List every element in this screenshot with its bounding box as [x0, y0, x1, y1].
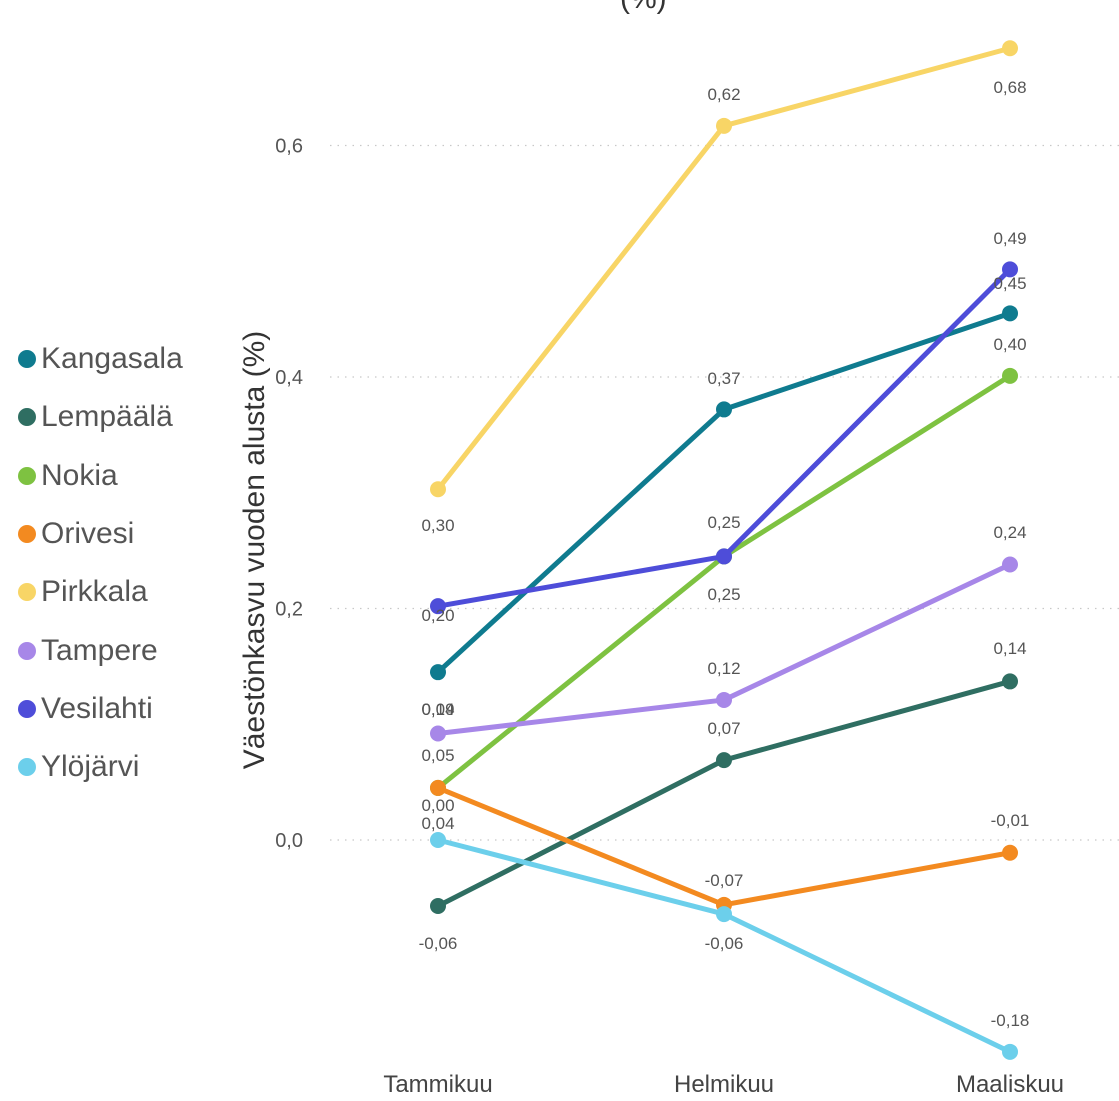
- chart-title: (%): [620, 0, 667, 15]
- data-point[interactable]: [1002, 673, 1018, 690]
- legend-item-tampere[interactable]: Tampere: [18, 621, 183, 679]
- data-point[interactable]: [430, 481, 446, 498]
- series-kangasala: [430, 305, 1018, 681]
- data-point[interactable]: [430, 725, 446, 742]
- data-label: 0,68: [993, 78, 1026, 97]
- data-point[interactable]: [1002, 261, 1018, 278]
- legend-label: Tampere: [41, 633, 158, 667]
- data-point[interactable]: [1002, 1043, 1018, 1060]
- series-orivesi: [430, 779, 1018, 913]
- data-label: 0,14: [993, 639, 1026, 658]
- legend-marker-icon: [18, 641, 36, 660]
- y-tick-label: 0,2: [275, 599, 303, 621]
- legend-item-kangasala[interactable]: Kangasala: [18, 330, 183, 388]
- series-lempäälä: [430, 673, 1018, 914]
- series-line: [435, 45, 1013, 492]
- y-tick-label: 0,4: [275, 367, 303, 389]
- y-axis-ticks: 0,0 0,2 0,4 0,6: [275, 136, 303, 853]
- data-point[interactable]: [716, 752, 732, 769]
- data-point[interactable]: [430, 598, 446, 615]
- data-labels: 0,14 0,37 0,45 -0,06 0,07 0,14 0,04 0,25 0,40 0,0…: [419, 78, 1030, 1030]
- data-point[interactable]: [1002, 844, 1018, 861]
- legend: Kangasala Lempäälä Nokia Orivesi Pirkkala Tam…: [18, 330, 183, 796]
- legend-item-lempäälä[interactable]: Lempäälä: [18, 388, 183, 446]
- data-point[interactable]: [716, 401, 732, 418]
- data-label: 0,25: [707, 513, 740, 532]
- data-point[interactable]: [716, 906, 732, 923]
- legend-marker-icon: [18, 350, 36, 369]
- data-label: 0,30: [421, 516, 454, 535]
- y-tick-label: 0,0: [275, 830, 303, 852]
- data-point[interactable]: [716, 117, 732, 134]
- data-point[interactable]: [430, 664, 446, 681]
- data-point[interactable]: [716, 548, 732, 565]
- x-tick-label: Helmikuu: [674, 1071, 774, 1098]
- data-label: 0,45: [993, 274, 1026, 293]
- legend-label: Kangasala: [41, 342, 183, 376]
- y-axis-title: Väestönkasvu vuoden alusta (%): [238, 330, 271, 770]
- data-point[interactable]: [1002, 556, 1018, 573]
- legend-item-nokia[interactable]: Nokia: [18, 447, 183, 505]
- data-label: -0,06: [419, 934, 458, 953]
- data-point[interactable]: [1002, 367, 1018, 384]
- data-label: 0,49: [993, 229, 1026, 248]
- y-tick-label: 0,6: [275, 136, 303, 158]
- data-label: 0,04: [421, 814, 454, 833]
- x-tick-label: Maaliskuu: [956, 1071, 1064, 1098]
- data-point[interactable]: [430, 779, 446, 796]
- legend-marker-icon: [18, 758, 36, 777]
- data-label: -0,18: [991, 1011, 1030, 1030]
- data-point[interactable]: [1002, 305, 1018, 322]
- legend-marker-icon: [18, 525, 36, 544]
- series-ylöjärvi: [430, 832, 1018, 1060]
- data-label: 0,37: [707, 369, 740, 388]
- data-label: 0,09: [421, 700, 454, 719]
- data-label: 0,62: [707, 85, 740, 104]
- legend-label: Lempäälä: [41, 400, 173, 434]
- data-label: 0,20: [421, 606, 454, 625]
- legend-item-pirkkala[interactable]: Pirkkala: [18, 563, 183, 621]
- legend-item-vesilahti[interactable]: Vesilahti: [18, 680, 183, 738]
- data-label: -0,01: [991, 811, 1030, 830]
- data-label: -0,07: [705, 871, 744, 890]
- series-tampere: [430, 556, 1018, 742]
- x-axis-ticks: Tammikuu Helmikuu Maaliskuu: [383, 1071, 1064, 1098]
- legend-item-orivesi[interactable]: Orivesi: [18, 505, 183, 563]
- data-label: 0,05: [421, 746, 454, 765]
- data-label: 0,07: [707, 719, 740, 738]
- data-label: 0,00: [421, 796, 454, 815]
- legend-label: Ylöjärvi: [41, 750, 140, 784]
- data-label: 0,40: [993, 335, 1026, 354]
- data-label: 0,14: [421, 700, 454, 719]
- data-point[interactable]: [1002, 40, 1018, 57]
- legend-label: Pirkkala: [41, 575, 148, 609]
- data-label: 0,25: [707, 585, 740, 604]
- data-label: 0,24: [993, 523, 1026, 542]
- series-pirkkala: [430, 40, 1018, 498]
- data-point[interactable]: [716, 691, 732, 708]
- legend-label: Orivesi: [41, 517, 135, 551]
- legend-marker-icon: [18, 466, 36, 485]
- data-label: -0,06: [705, 934, 744, 953]
- legend-item-ylöjärvi[interactable]: Ylöjärvi: [18, 738, 183, 796]
- data-point[interactable]: [430, 832, 446, 848]
- data-point[interactable]: [430, 897, 446, 914]
- series-lines: [430, 40, 1018, 1060]
- x-tick-label: Tammikuu: [383, 1071, 492, 1098]
- legend-label: Vesilahti: [41, 691, 153, 725]
- data-label: 0,12: [707, 659, 740, 678]
- series-line: [435, 310, 1013, 675]
- legend-label: Nokia: [41, 458, 118, 492]
- series-vesilahti: [430, 261, 1018, 615]
- legend-marker-icon: [18, 408, 36, 427]
- legend-marker-icon: [18, 699, 36, 718]
- legend-marker-icon: [18, 583, 36, 602]
